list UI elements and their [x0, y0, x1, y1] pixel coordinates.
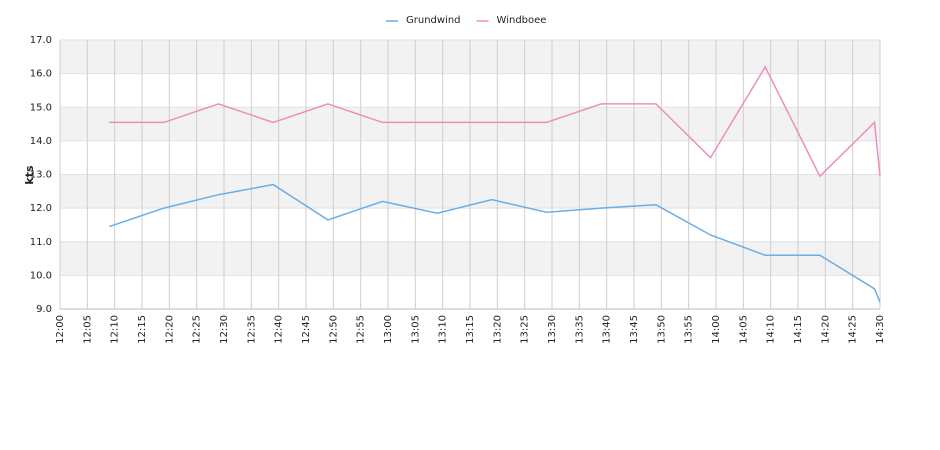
legend-label: Windboee — [497, 15, 547, 26]
x-tick-label: 13:20 — [492, 315, 503, 344]
line — [108, 183, 881, 303]
x-tick-label: 12:05 — [82, 315, 93, 344]
x-tick-label: 12:40 — [274, 315, 285, 344]
x-tick-label: 13:50 — [656, 315, 667, 344]
x-tick-label: 12:30 — [219, 315, 230, 344]
x-tick-label: 14:00 — [711, 315, 722, 344]
y-tick-label: 12.0 — [30, 203, 52, 214]
x-tick-label: 12:25 — [192, 315, 203, 344]
x-tick-label: 12:10 — [110, 315, 121, 344]
legend-label: Grundwind — [406, 15, 461, 26]
y-tick-label: 14.0 — [30, 136, 52, 147]
legend-item: Grundwind — [386, 15, 461, 26]
y-axis-label: kts — [23, 165, 36, 185]
y-tick-label: 9.0 — [36, 304, 52, 315]
y-tick-label: 16.0 — [30, 69, 52, 80]
line — [109, 65, 881, 178]
y-tick-label: 17.0 — [30, 35, 52, 46]
x-tick-label: 12:55 — [356, 315, 367, 344]
x-tick-label: 13:30 — [547, 315, 558, 344]
y-tick-label: 15.0 — [30, 102, 52, 113]
x-tick-label: 13:35 — [574, 315, 585, 344]
x-tick-label: 14:10 — [766, 315, 777, 344]
y-tick-label: 13.0 — [30, 170, 52, 181]
x-tick-label: 13:15 — [465, 315, 476, 344]
x-tick-label: 13:55 — [684, 315, 695, 344]
x-tick-label: 13:45 — [629, 315, 640, 344]
x-tick-label: 12:20 — [164, 315, 175, 344]
x-tick-label: 13:25 — [520, 315, 531, 344]
x-tick-label: 13:40 — [602, 315, 613, 344]
x-tick-label: 13:05 — [410, 315, 421, 344]
x-tick-label: 13:00 — [383, 315, 394, 344]
x-tick-label: 12:00 — [55, 315, 66, 344]
x-tick-label: 12:50 — [328, 315, 339, 344]
x-tick-label: 14:25 — [848, 315, 859, 344]
x-tick-label: 13:10 — [438, 315, 449, 344]
x-tick-label: 14:20 — [820, 315, 831, 344]
y-tick-label: 10.0 — [30, 270, 52, 281]
legend-item: Windboee — [476, 15, 547, 26]
x-tick-label: 12:35 — [246, 315, 257, 344]
x-tick-label: 12:45 — [301, 315, 312, 344]
x-tick-label: 14:30 — [875, 315, 886, 344]
x-tick-label: 14:05 — [738, 315, 749, 344]
x-tick-label: 12:15 — [137, 315, 148, 344]
y-tick-label: 11.0 — [30, 237, 52, 248]
x-tick-label: 14:15 — [793, 315, 804, 344]
